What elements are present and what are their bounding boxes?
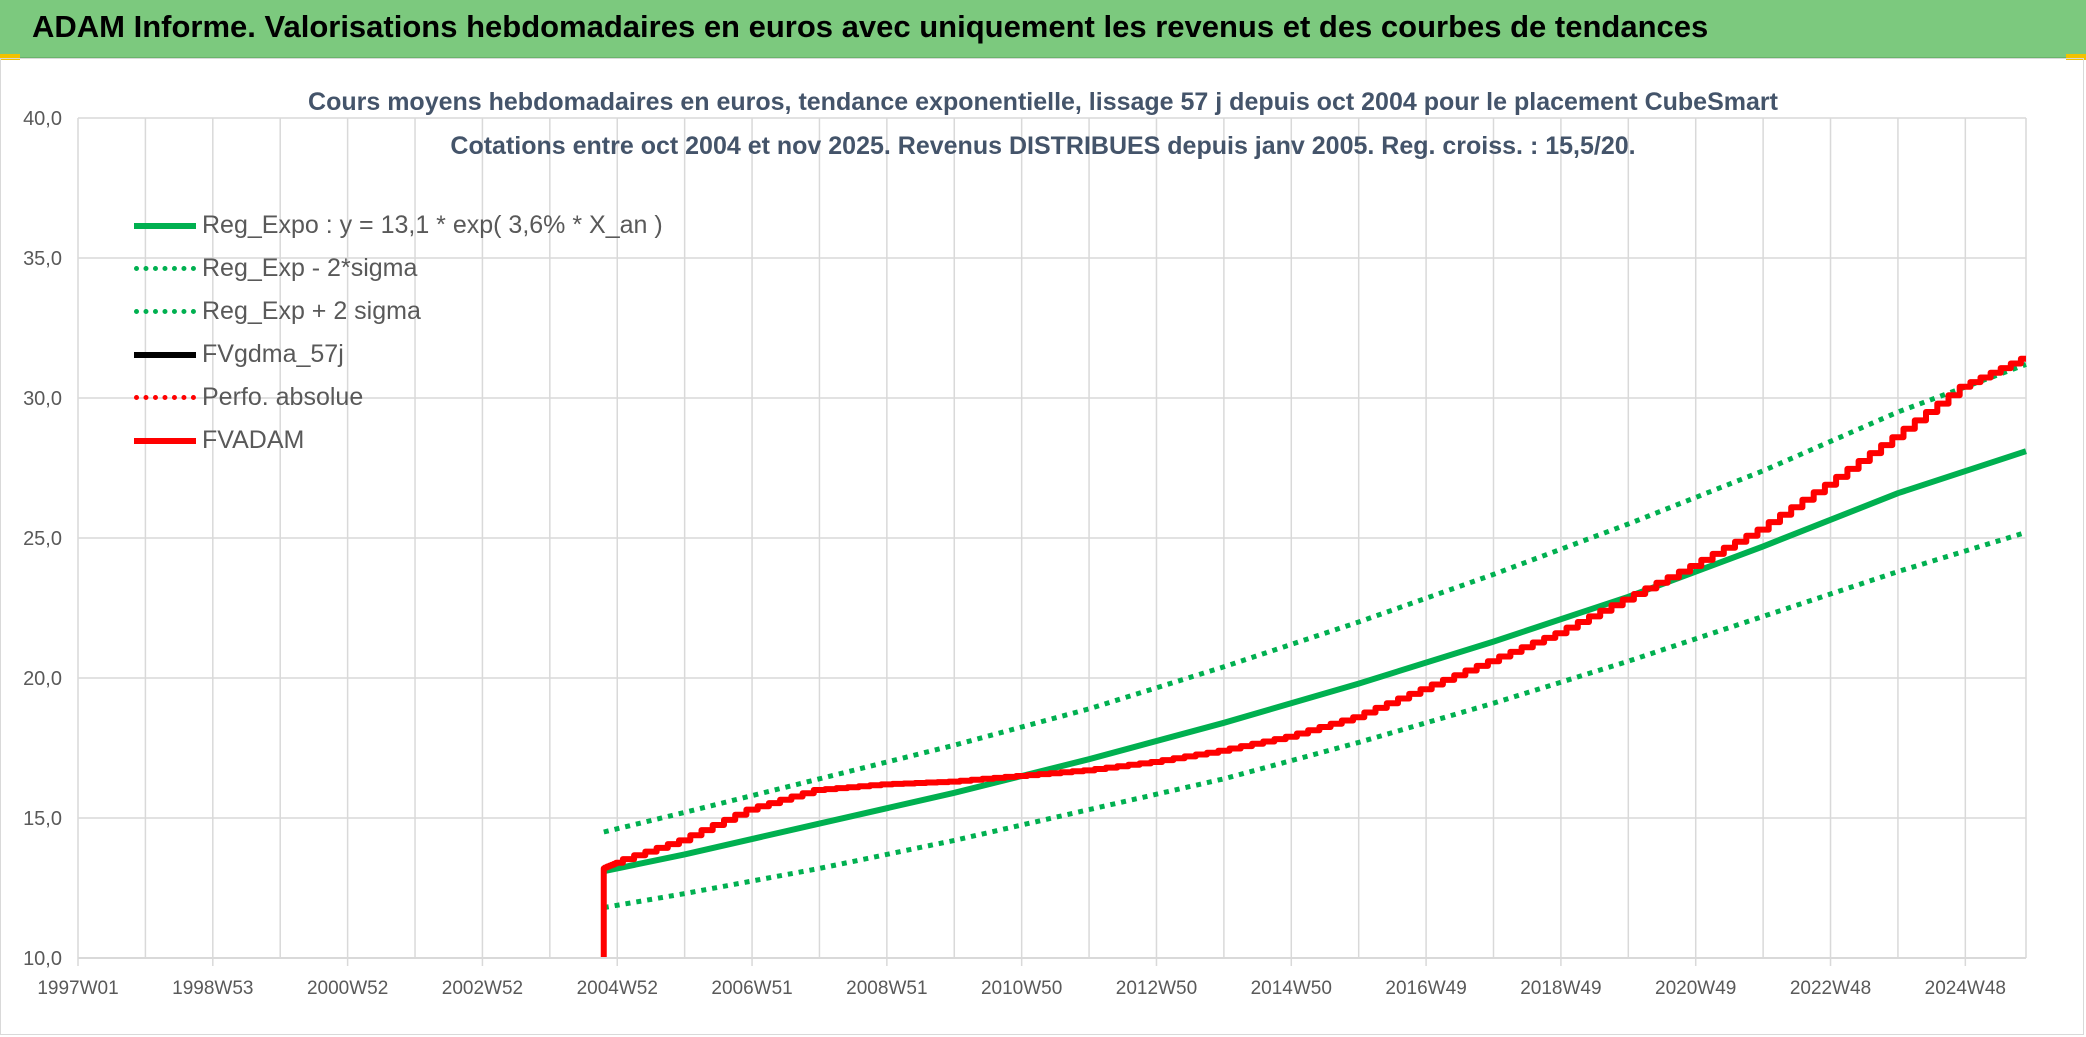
- legend-swatch: [134, 309, 196, 314]
- x-tick-label: 2022W48: [1790, 978, 1871, 999]
- legend-label: Reg_Exp - 2*sigma: [202, 254, 418, 282]
- series-line-1: [603, 530, 2027, 911]
- x-tick-label: 1998W53: [172, 978, 253, 999]
- header-banner: ADAM Informe. Valorisations hebdomadaire…: [0, 0, 2086, 58]
- x-tick-label: 2006W51: [711, 978, 792, 999]
- y-tick-label: 35,0: [23, 248, 62, 270]
- y-tick-label: 40,0: [23, 108, 62, 130]
- x-tick-label: 2002W52: [442, 978, 523, 999]
- chart-area: [0, 58, 2084, 1035]
- x-tick-label: 2008W51: [846, 978, 927, 999]
- legend-swatch: [134, 222, 196, 229]
- x-tick-label: 2004W52: [577, 978, 658, 999]
- legend-item: Reg_Exp - 2*sigma: [134, 247, 663, 290]
- x-tick-label: 2010W50: [981, 978, 1062, 999]
- y-tick-label: 10,0: [23, 948, 62, 970]
- legend-label: Reg_Exp + 2 sigma: [202, 297, 421, 325]
- banner-title: ADAM Informe. Valorisations hebdomadaire…: [32, 9, 1709, 44]
- legend-swatch: [134, 395, 196, 400]
- corner-mark-top-right: [2066, 54, 2086, 60]
- legend-swatch: [134, 437, 196, 444]
- y-tick-label: 15,0: [23, 808, 62, 830]
- legend-label: FVADAM: [202, 426, 305, 454]
- y-tick-label: 30,0: [23, 388, 62, 410]
- legend-item: FVgdma_57j: [134, 333, 663, 376]
- y-tick-label: 20,0: [23, 668, 62, 690]
- x-tick-label: 2024W48: [1925, 978, 2006, 999]
- series-line-0: [603, 448, 2027, 875]
- legend-item: Perfo. absolue: [134, 376, 663, 419]
- x-tick-label: 2000W52: [307, 978, 388, 999]
- x-tick-label: 2018W49: [1520, 978, 1601, 999]
- legend-swatch: [134, 266, 196, 271]
- legend-item: FVADAM: [134, 419, 663, 462]
- tick-labels: 10,0 15,0 20,0 25,0 30,0 35,0 40,0 1997W01 1998W…: [23, 108, 2026, 999]
- chart-title: Cours moyens hebdomadaires en euros, ten…: [308, 88, 1778, 116]
- x-tick-label: 2016W49: [1385, 978, 1466, 999]
- series-line-2: [603, 362, 2027, 835]
- x-tick-label: 2012W50: [1116, 978, 1197, 999]
- series-line-5: [600, 355, 2026, 958]
- legend-label: Reg_Expo : y = 13,1 * exp( 3,6% * X_an ): [202, 211, 663, 239]
- legend-label: Perfo. absolue: [202, 383, 364, 411]
- legend-item: Reg_Exp + 2 sigma: [134, 290, 663, 333]
- series-lines: [600, 355, 2027, 958]
- chart-subtitle: Cotations entre oct 2004 et nov 2025. Re…: [450, 132, 1636, 160]
- legend-item: Reg_Expo : y = 13,1 * exp( 3,6% * X_an ): [134, 204, 663, 247]
- legend-label: FVgdma_57j: [202, 340, 344, 368]
- y-tick-label: 25,0: [23, 528, 62, 550]
- x-tick-label: 1997W01: [37, 978, 118, 999]
- chart-legend: Reg_Expo : y = 13,1 * exp( 3,6% * X_an )…: [134, 204, 663, 462]
- legend-swatch: [134, 351, 196, 358]
- x-tick-label: 2020W49: [1655, 978, 1736, 999]
- corner-mark-top-left: [0, 54, 20, 60]
- x-tick-label: 2014W50: [1251, 978, 1332, 999]
